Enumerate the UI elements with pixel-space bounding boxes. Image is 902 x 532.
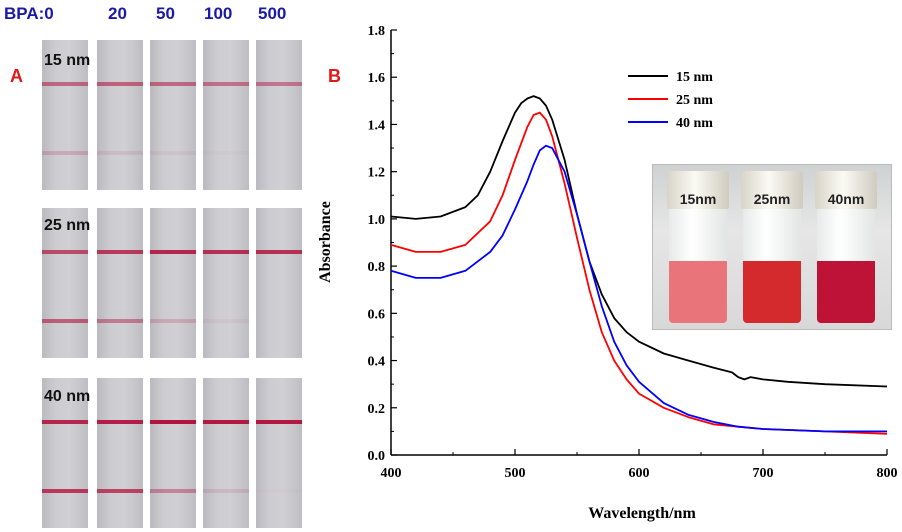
x-axis-label: Wavelength/nm — [588, 505, 696, 522]
test-strip — [97, 208, 143, 358]
test-line — [97, 151, 143, 155]
test-strip — [256, 40, 302, 190]
test-strip — [203, 378, 249, 528]
vial-label: 40nm — [827, 191, 865, 207]
vial-cap — [667, 171, 729, 209]
panel-label-b: B — [328, 66, 341, 86]
test-line — [203, 319, 249, 323]
legend-label: 15 nm — [676, 70, 713, 85]
y-tick-label: 0.6 — [368, 307, 386, 322]
legend-label: 25 nm — [676, 93, 713, 108]
absorbance-chart: 0.0 0.2 0.4 0.6 0.8 1.0 1.2 1.4 1.6 1.8 400 500 600 7… — [317, 24, 898, 522]
test-strip — [150, 208, 196, 358]
test-strip — [42, 40, 88, 190]
test-line — [42, 489, 88, 493]
y-tick-label: 0.0 — [368, 449, 386, 464]
test-strip — [97, 378, 143, 528]
test-strip — [203, 40, 249, 190]
row-label: 40 nm — [44, 388, 91, 405]
vial-liquid — [669, 261, 727, 323]
concentration-label: 20 — [108, 4, 127, 23]
x-tick-label: 500 — [505, 466, 526, 481]
control-line — [256, 420, 302, 424]
y-tick-label: 1.8 — [368, 24, 386, 39]
inset-vials-photo: 15nm 25nm 40nm — [652, 164, 892, 330]
control-line — [42, 82, 88, 86]
y-tick-label: 0.4 — [368, 355, 386, 370]
test-strip — [97, 40, 143, 190]
vial-liquid — [743, 261, 801, 323]
row-label: 25 nm — [44, 217, 91, 234]
test-strip — [150, 378, 196, 528]
vial-label: 15nm — [679, 191, 717, 207]
test-strip — [256, 378, 302, 528]
chart-series — [390, 95, 888, 435]
series-line — [390, 111, 888, 435]
control-line — [150, 420, 196, 424]
vial: 15nm — [667, 171, 729, 326]
y-tick-label: 1.6 — [368, 71, 386, 86]
control-line — [150, 82, 196, 86]
test-line — [42, 319, 88, 323]
control-line — [203, 82, 249, 86]
chart-ticks: 0.0 0.2 0.4 0.6 0.8 1.0 1.2 1.4 1.6 1.8 400 500 600 7… — [368, 24, 898, 481]
x-tick-label: 600 — [629, 466, 650, 481]
test-strip — [256, 208, 302, 358]
test-strip — [42, 378, 88, 528]
legend-label: 40 nm — [676, 116, 713, 131]
control-line — [42, 250, 88, 254]
vial: 25nm — [741, 171, 803, 326]
vial: 40nm — [815, 171, 877, 326]
y-axis-label: Absorbance — [317, 201, 334, 283]
y-tick-label: 0.2 — [368, 402, 386, 417]
test-strip — [42, 208, 88, 358]
test-line — [203, 489, 249, 493]
control-line — [203, 250, 249, 254]
panel-label-a: A — [10, 66, 23, 86]
test-line — [42, 151, 88, 155]
test-line — [203, 151, 249, 155]
control-line — [97, 420, 143, 424]
test-line — [150, 489, 196, 493]
test-line — [150, 319, 196, 323]
y-tick-label: 1.4 — [368, 118, 386, 133]
panel-a-test-strips: BPA:0 20 50 100 500 ppb A 15 nm 25 nm 40… — [0, 0, 310, 532]
control-line — [97, 250, 143, 254]
y-tick-label: 1.2 — [368, 166, 386, 181]
series-line — [390, 144, 887, 433]
x-tick-label: 700 — [753, 466, 774, 481]
test-line — [97, 319, 143, 323]
vial-label: 25nm — [753, 191, 791, 207]
vial-cap — [741, 171, 803, 209]
test-line — [97, 489, 143, 493]
control-line — [203, 420, 249, 424]
concentration-label: 50 — [156, 4, 175, 23]
y-tick-label: 1.0 — [368, 213, 386, 228]
control-line — [97, 82, 143, 86]
control-line — [150, 250, 196, 254]
x-tick-label: 800 — [877, 466, 898, 481]
test-strip — [203, 208, 249, 358]
test-line — [150, 151, 196, 155]
bpa-label: BPA:0 — [4, 4, 54, 23]
chart-legend: 15 nm 25 nm 40 nm — [628, 70, 713, 131]
x-tick-label: 400 — [381, 466, 402, 481]
row-label: 15 nm — [44, 52, 91, 69]
concentration-label: 100 — [204, 4, 233, 23]
y-tick-label: 0.8 — [368, 260, 386, 275]
control-line — [256, 250, 302, 254]
vial-liquid — [817, 261, 875, 323]
concentration-label: 500 — [258, 4, 287, 23]
control-line — [42, 420, 88, 424]
control-line — [256, 82, 302, 86]
vial-cap — [815, 171, 877, 209]
test-line — [256, 489, 302, 493]
test-strip — [150, 40, 196, 190]
